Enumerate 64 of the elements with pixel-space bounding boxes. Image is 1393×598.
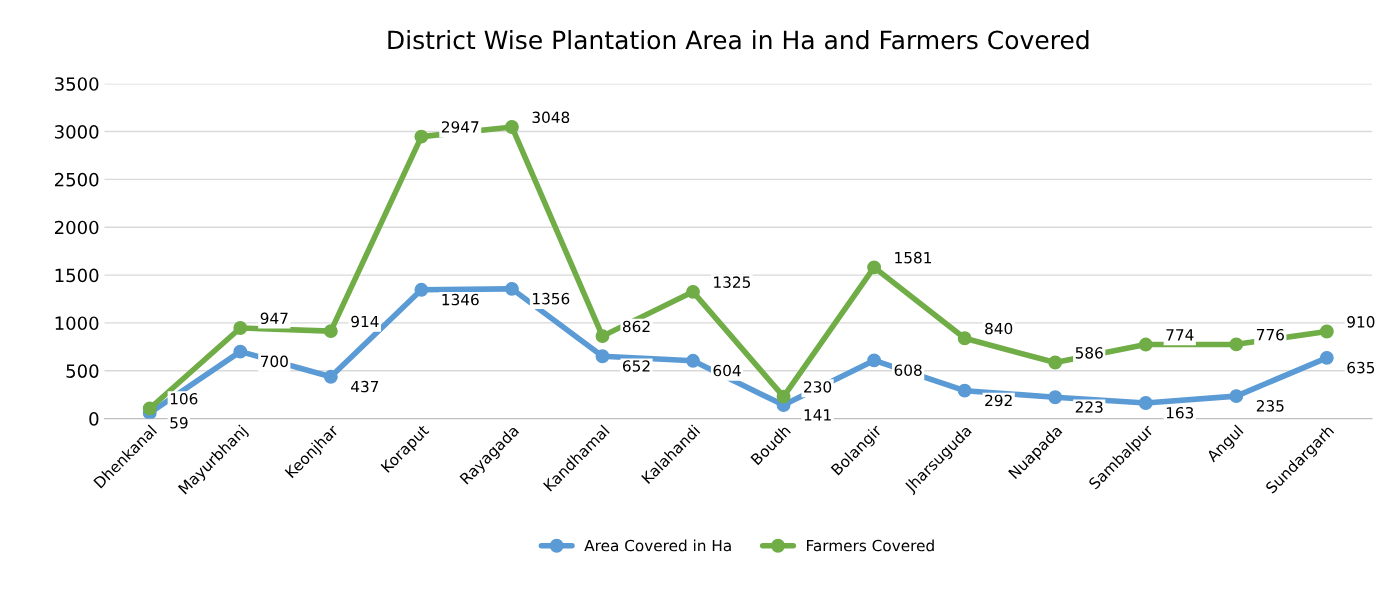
data-label: 1346 (442, 293, 479, 306)
chart-title: District Wise Plantation Area in Ha and Farmers Covered (388, 30, 1089, 50)
point (1048, 355, 1063, 370)
point (142, 401, 157, 416)
point (504, 120, 519, 134)
legend-label: Farmers Covered (807, 539, 934, 552)
point (233, 321, 248, 335)
point (595, 329, 610, 344)
data-label: 235 (1256, 400, 1284, 412)
data-label: 586 (1075, 347, 1103, 359)
point (957, 331, 972, 346)
data-label: 652 (622, 360, 650, 372)
point (233, 344, 248, 359)
point (595, 349, 610, 364)
point (323, 369, 338, 384)
point (1138, 337, 1153, 352)
y-tick-label: 3000 (55, 125, 99, 139)
point (323, 324, 338, 339)
data-label: 230 (804, 381, 832, 393)
data-label: 163 (1166, 406, 1194, 419)
point (867, 260, 882, 275)
y-tick-label: 500 (66, 364, 99, 378)
data-label: 608 (894, 364, 922, 376)
point (1319, 324, 1334, 339)
point (1048, 390, 1063, 405)
point (1229, 389, 1244, 404)
data-label: 862 (622, 320, 650, 333)
y-tick-label: 1500 (55, 268, 99, 283)
point (1229, 337, 1244, 352)
data-label: 437 (351, 380, 379, 393)
y-tick-label: 2000 (54, 220, 99, 235)
point (867, 353, 882, 368)
point (414, 282, 429, 297)
data-label: 840 (985, 322, 1013, 335)
data-label: 700 (260, 355, 288, 368)
data-label: 947 (260, 312, 288, 325)
y-tick-label: 3500 (55, 77, 99, 91)
point (504, 281, 519, 296)
point (414, 129, 429, 144)
data-label: 106 (170, 393, 198, 405)
data-label: 776 (1256, 328, 1284, 341)
legend-label: Area Covered in Ha (584, 539, 731, 552)
point (686, 284, 700, 299)
data-label: 910 (1347, 316, 1375, 328)
data-label: 141 (804, 409, 831, 421)
point (686, 353, 700, 368)
point (957, 383, 972, 398)
data-label: 604 (713, 364, 741, 377)
data-label: 914 (351, 315, 379, 328)
data-label: 292 (985, 394, 1012, 407)
data-label: 1356 (533, 292, 570, 305)
data-label: 1325 (714, 276, 751, 288)
point (1319, 350, 1334, 365)
data-label: 2947 (441, 121, 479, 133)
data-label: 1581 (895, 251, 932, 264)
y-tick-label: 0 (89, 412, 99, 426)
y-tick-label: 1000 (55, 316, 99, 331)
point (776, 389, 791, 404)
y-tick-label: 2500 (54, 172, 99, 187)
data-label: 223 (1075, 401, 1103, 413)
data-label: 635 (1347, 361, 1375, 374)
data-label: 774 (1166, 329, 1194, 341)
data-label: 3048 (532, 111, 570, 124)
point (1138, 396, 1153, 410)
